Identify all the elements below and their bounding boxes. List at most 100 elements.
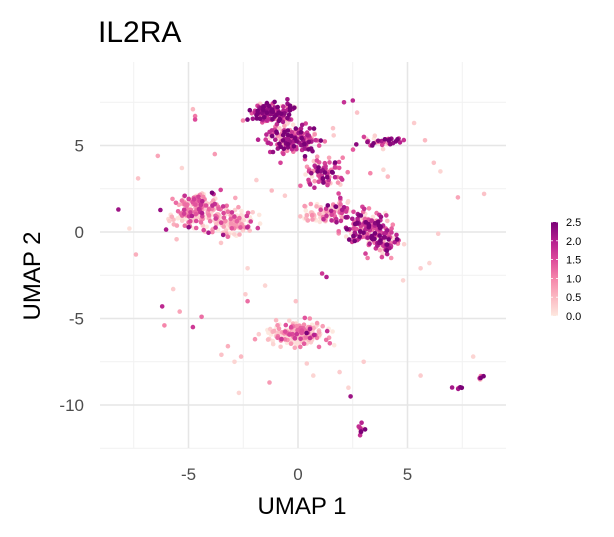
data-point [262, 283, 268, 288]
data-point [332, 174, 338, 180]
data-point [225, 343, 231, 349]
data-point [279, 336, 284, 342]
data-point [298, 344, 303, 350]
data-point [379, 142, 385, 148]
data-point [312, 178, 317, 184]
data-point [282, 337, 288, 342]
data-point [170, 286, 176, 292]
y-tick-label: 5 [75, 137, 84, 156]
data-point [481, 373, 486, 379]
data-point [321, 216, 326, 222]
y-tick-label: -10 [59, 396, 84, 415]
data-point [316, 173, 321, 178]
data-point [278, 344, 283, 350]
data-point [320, 176, 326, 181]
data-point [320, 323, 326, 329]
data-point [306, 147, 311, 152]
data-point [218, 187, 223, 193]
data-point [386, 237, 392, 242]
data-point [361, 206, 367, 212]
chart-title: IL2RA [98, 16, 181, 49]
data-point [282, 329, 288, 334]
data-point [325, 203, 331, 208]
data-point [167, 218, 172, 224]
data-point [323, 337, 329, 343]
data-point [329, 218, 334, 223]
data-point [327, 341, 333, 346]
data-point [299, 122, 305, 128]
data-point [306, 139, 312, 145]
data-point [193, 218, 199, 224]
data-point [395, 137, 400, 142]
data-point [283, 322, 289, 328]
data-point [418, 266, 423, 271]
data-point [335, 180, 341, 185]
data-point [232, 207, 238, 213]
y-tick-label: -5 [69, 310, 84, 329]
data-point [232, 359, 237, 365]
data-point [266, 103, 272, 109]
data-point [209, 190, 215, 196]
data-point [364, 231, 370, 237]
data-point [343, 234, 349, 239]
data-point [309, 170, 314, 176]
data-point [287, 332, 292, 337]
data-point [303, 172, 308, 177]
data-point [321, 180, 326, 185]
x-tick-label: -5 [181, 465, 196, 484]
data-point [325, 174, 330, 180]
data-point [270, 117, 275, 122]
data-point [270, 149, 276, 155]
data-point [318, 138, 324, 143]
colorbar-label: 0.0 [566, 311, 581, 323]
data-point [330, 125, 336, 131]
data-point [343, 209, 349, 214]
data-point [330, 329, 335, 334]
data-point [229, 226, 235, 231]
data-point [308, 201, 314, 207]
data-point [352, 238, 358, 244]
data-point [185, 202, 190, 207]
data-point [302, 315, 308, 321]
data-point [372, 231, 378, 236]
data-point [394, 237, 400, 242]
y-axis-title: UMAP 2 [19, 232, 46, 321]
data-point [228, 216, 233, 222]
data-point [162, 323, 167, 328]
data-point [275, 104, 281, 110]
data-point [245, 117, 250, 122]
data-point [354, 110, 360, 115]
data-point [216, 206, 221, 211]
colorbar [551, 222, 558, 316]
data-point [362, 427, 368, 432]
data-point [365, 235, 370, 240]
data-point [375, 138, 381, 144]
data-point [196, 194, 201, 200]
data-point [188, 210, 193, 215]
data-point [298, 129, 304, 135]
data-point [281, 104, 286, 109]
data-point [314, 154, 320, 159]
data-point [190, 106, 196, 112]
x-axis-title: UMAP 1 [258, 493, 347, 520]
data-point [181, 207, 187, 213]
data-point [186, 224, 191, 230]
data-point [199, 314, 204, 320]
data-point [248, 219, 253, 224]
data-point [384, 242, 390, 247]
data-point [338, 218, 344, 224]
data-point [366, 206, 372, 211]
data-point [291, 144, 297, 149]
data-point [290, 122, 296, 127]
data-point [159, 304, 165, 309]
data-point [228, 221, 234, 226]
data-point [319, 271, 325, 276]
data-point [274, 122, 280, 127]
colorbar-label: 1.5 [566, 255, 581, 267]
data-point [179, 198, 185, 203]
data-point [388, 255, 394, 261]
x-tick-label: 5 [403, 465, 412, 484]
data-point [269, 128, 275, 133]
data-point [435, 231, 441, 236]
